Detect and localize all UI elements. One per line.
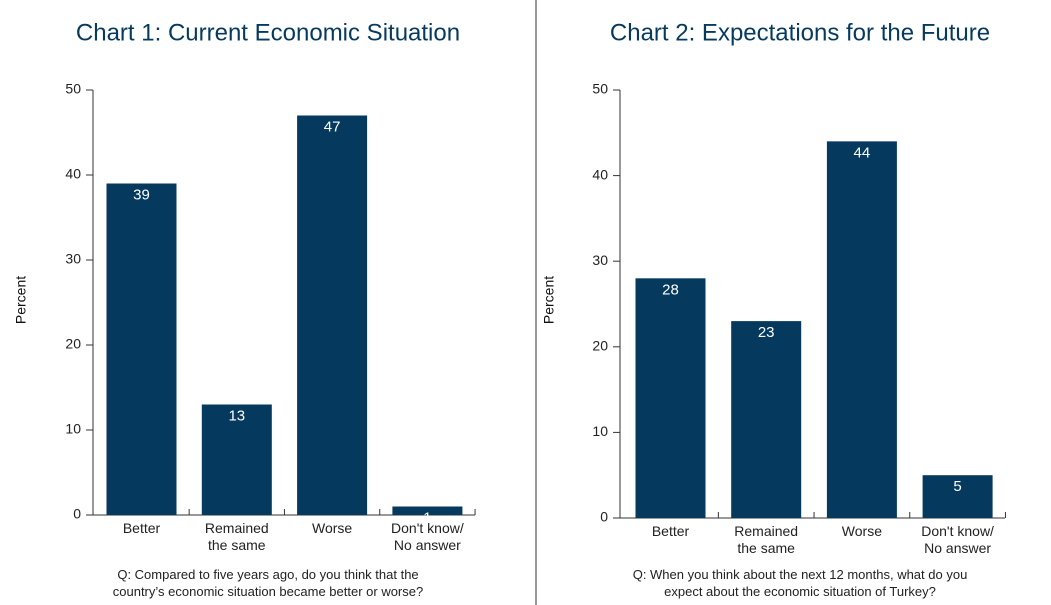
- data-label: 5: [953, 478, 961, 495]
- data-label: 28: [662, 281, 679, 298]
- x-tick-label: Don't know/ No answer: [391, 520, 464, 553]
- data-label: 44: [854, 144, 871, 161]
- x-tick-label: Remained the same: [734, 523, 799, 556]
- bar: [731, 321, 802, 518]
- y-axis-label: Percent: [13, 276, 29, 324]
- caption: Q: Compared to five years ago, do you th…: [112, 567, 424, 599]
- bar: [297, 115, 368, 515]
- bar: [201, 404, 272, 515]
- bar: [826, 141, 897, 519]
- y-tick-label: 30: [65, 251, 81, 267]
- y-axis-label: Percent: [541, 276, 557, 324]
- y-tick-label: 10: [592, 423, 608, 439]
- x-tick-label: Worse: [841, 523, 882, 539]
- bar: [392, 506, 463, 515]
- chart-title: Chart 1: Current Economic Situation: [76, 19, 460, 46]
- y-tick-label: 40: [65, 166, 81, 182]
- x-tick-label: Better: [651, 523, 690, 539]
- y-tick-label: 0: [73, 506, 81, 522]
- bar: [922, 475, 993, 518]
- data-label: 23: [758, 324, 775, 341]
- y-tick-label: 20: [65, 336, 81, 352]
- y-tick-label: 0: [600, 509, 608, 525]
- x-tick-label: Remained the same: [204, 520, 269, 553]
- y-tick-label: 40: [592, 166, 608, 182]
- chart-title: Chart 2: Expectations for the Future: [610, 19, 990, 46]
- data-label: 13: [228, 407, 245, 424]
- data-label: 47: [324, 118, 341, 135]
- x-tick-label: Don't know/ No answer: [921, 523, 994, 556]
- y-tick-label: 30: [592, 252, 608, 268]
- y-tick-label: 10: [65, 421, 81, 437]
- x-tick-label: Worse: [311, 520, 353, 536]
- y-tick-label: 50: [592, 81, 608, 97]
- y-tick-label: 50: [65, 81, 81, 97]
- data-label: 39: [133, 186, 150, 203]
- y-tick-label: 20: [592, 338, 608, 354]
- bar: [635, 278, 706, 518]
- x-tick-label: Better: [122, 520, 161, 536]
- caption: Q: When you think about the next 12 mont…: [632, 567, 968, 599]
- data-label: 1: [423, 509, 431, 526]
- bar: [106, 183, 177, 515]
